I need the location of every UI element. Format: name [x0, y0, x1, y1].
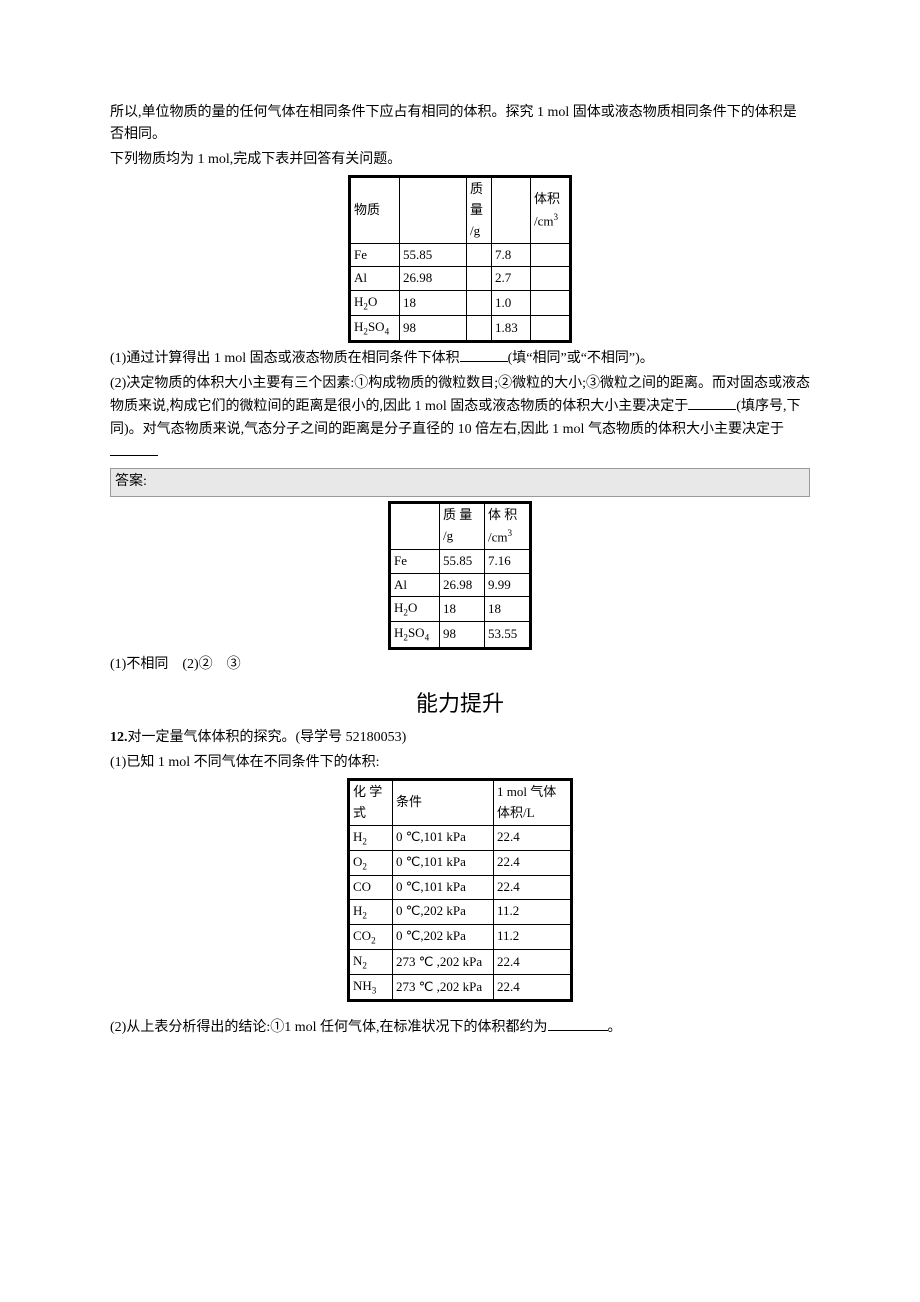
table-row: Al26.982.7 [350, 267, 571, 291]
table-row: Fe55.857.16 [390, 549, 531, 573]
t1-h-mass: 质量/g [467, 177, 492, 243]
table-2: 质 量/g 体 积/cm3 Fe55.857.16 Al26.989.99 H2… [388, 501, 532, 650]
table-row: CO0 ℃,101 kPa22.4 [349, 875, 572, 899]
table-row: H20 ℃,202 kPa11.2 [349, 899, 572, 924]
table-row: H20 ℃,101 kPa22.4 [349, 825, 572, 850]
intro-line1: 所以,单位物质的量的任何气体在相同条件下应占有相同的体积。探究 1 mol 固体… [110, 102, 810, 147]
table-row: N2273 ℃ ,202 kPa22.4 [349, 949, 572, 974]
table-1: 物质 质量/g 体积/cm3 Fe55.857.8 Al26.982.7 H2O… [348, 175, 572, 343]
table-row: H2SO49853.55 [390, 622, 531, 648]
table-row: Fe55.857.8 [350, 243, 571, 267]
t1-h-substance: 物质 [350, 177, 400, 243]
answer-text: (1)不相同 (2)② ③ [110, 654, 810, 676]
question-1: (1)通过计算得出 1 mol 固态或液态物质在相同条件下体积(填“相同”或“不… [110, 347, 810, 370]
table-row: H2O181.0 [350, 291, 571, 316]
table-row: CO20 ℃,202 kPa11.2 [349, 924, 572, 949]
table-row: H2SO4981.83 [350, 316, 571, 342]
t3-h-vol: 1 mol 气体体积/L [494, 779, 572, 825]
table-row: NH3273 ℃ ,202 kPa22.4 [349, 975, 572, 1001]
table-row: H2O1818 [390, 597, 531, 622]
t3-h-formula: 化 学式 [349, 779, 393, 825]
table-row: Al26.989.99 [390, 573, 531, 597]
t2-h-vol: 体 积/cm3 [485, 502, 531, 549]
page-content: 所以,单位物质的量的任何气体在相同条件下应占有相同的体积。探究 1 mol 固体… [0, 0, 920, 1122]
intro-line2: 下列物质均为 1 mol,完成下表并回答有关问题。 [110, 149, 810, 171]
section-title: 能力提升 [110, 686, 810, 721]
question-2: (2)决定物质的体积大小主要有三个因素:①构成物质的微粒数目;②微粒的大小;③微… [110, 373, 810, 465]
t3-h-cond: 条件 [393, 779, 494, 825]
answer-label: 答案: [110, 468, 810, 496]
table-row: O20 ℃,101 kPa22.4 [349, 850, 572, 875]
t2-h-mass: 质 量/g [440, 502, 485, 549]
q12-sub1: (1)已知 1 mol 不同气体在不同条件下的体积: [110, 752, 810, 774]
t1-h-vol: 体积/cm3 [531, 177, 571, 243]
table-3: 化 学式 条件 1 mol 气体体积/L H20 ℃,101 kPa22.4 O… [347, 778, 573, 1002]
q12-line1: 12.对一定量气体体积的探究。(导学号 52180053) [110, 727, 810, 749]
q12-sub2: (2)从上表分析得出的结论:①1 mol 任何气体,在标准状况下的体积都约为。 [110, 1016, 810, 1039]
